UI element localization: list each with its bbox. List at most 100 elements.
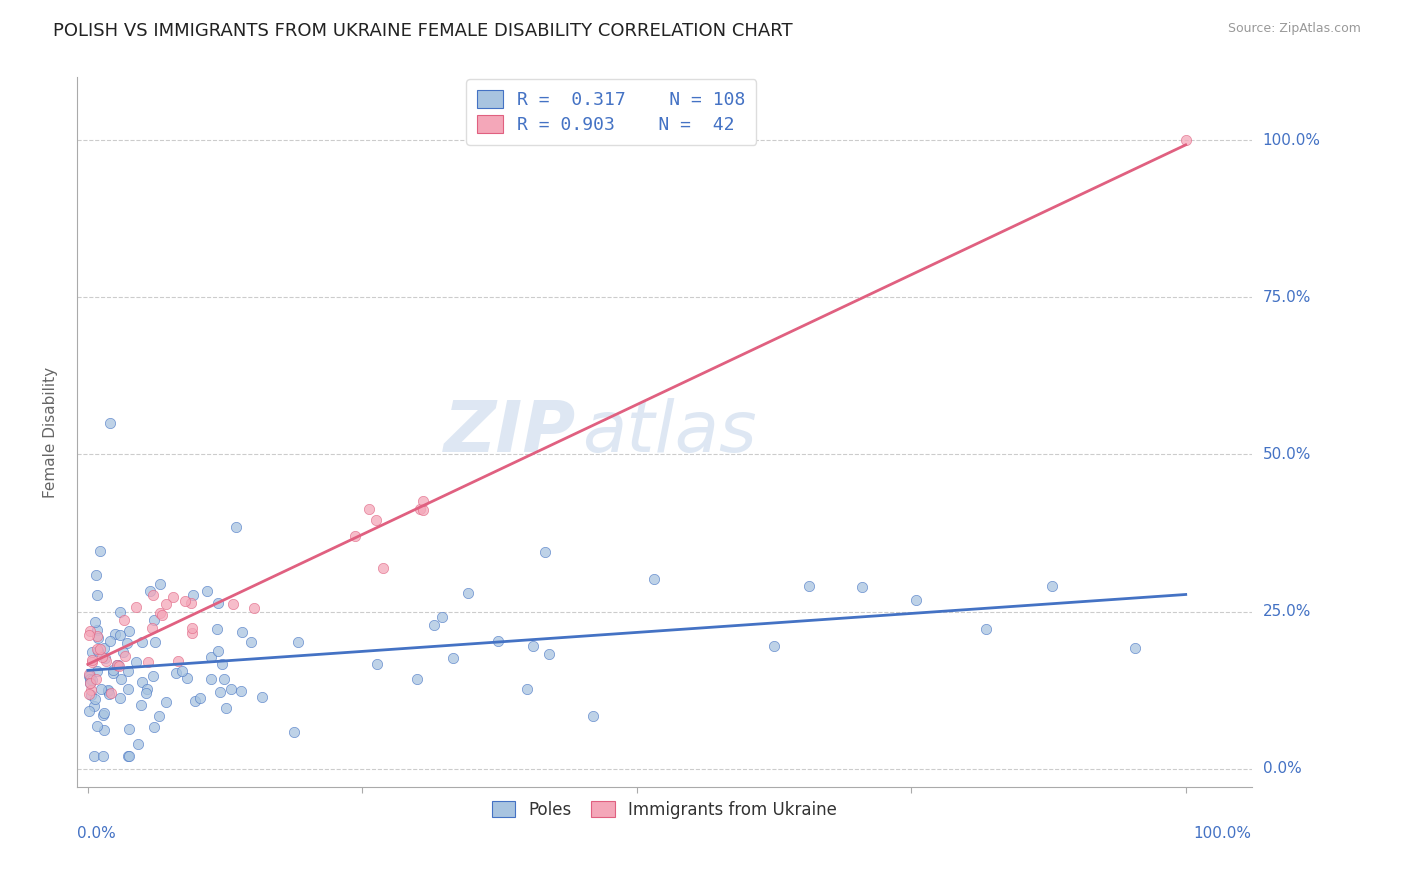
Point: [145, 635, 167, 649]
Text: 0.0%: 0.0%: [1263, 761, 1302, 776]
Point: [84, 672, 107, 686]
Point: [366, 657, 388, 671]
Text: 25.0%: 25.0%: [1263, 604, 1310, 619]
Point: [110, 672, 132, 686]
Point: [93, 723, 115, 738]
Point: [79, 705, 101, 719]
Point: [1174, 133, 1197, 147]
Point: [534, 545, 557, 559]
Point: [112, 613, 135, 627]
Point: [80, 653, 103, 667]
Point: [188, 690, 211, 705]
Point: [516, 681, 538, 696]
Point: [117, 636, 139, 650]
Point: [108, 606, 131, 620]
Point: [155, 695, 177, 709]
Point: [200, 672, 222, 686]
Point: [197, 583, 219, 598]
Point: [138, 655, 160, 669]
Point: [117, 681, 139, 696]
Point: [82, 645, 104, 659]
Point: [79, 676, 101, 690]
Point: [135, 686, 157, 700]
Point: [77, 668, 100, 682]
Text: 100.0%: 100.0%: [1263, 133, 1320, 148]
Point: [77, 628, 100, 642]
Point: [643, 572, 665, 586]
Point: [80, 673, 103, 687]
Point: [373, 560, 395, 574]
Point: [84, 568, 107, 582]
Point: [105, 657, 128, 672]
Text: POLISH VS IMMIGRANTS FROM UKRAINE FEMALE DISABILITY CORRELATION CHART: POLISH VS IMMIGRANTS FROM UKRAINE FEMALE…: [53, 22, 793, 40]
Point: [108, 628, 131, 642]
Point: [103, 666, 125, 681]
Point: [176, 671, 198, 685]
Point: [155, 597, 177, 611]
Point: [799, 579, 821, 593]
Point: [432, 610, 454, 624]
Point: [117, 749, 139, 764]
Point: [131, 634, 153, 648]
Point: [87, 631, 110, 645]
Point: [215, 700, 238, 714]
Point: [167, 655, 190, 669]
Point: [486, 634, 509, 648]
Point: [243, 601, 266, 615]
Text: 75.0%: 75.0%: [1263, 290, 1310, 305]
Point: [79, 682, 101, 697]
Point: [96, 654, 118, 668]
Point: [118, 749, 141, 764]
Point: [762, 639, 785, 653]
Point: [124, 655, 146, 669]
Point: [93, 706, 115, 720]
Point: [100, 685, 122, 699]
Y-axis label: Female Disability: Female Disability: [44, 367, 58, 498]
Point: [207, 644, 229, 658]
Point: [441, 650, 464, 665]
Point: [409, 502, 432, 516]
Point: [77, 687, 100, 701]
Point: [207, 622, 229, 636]
Point: [208, 685, 231, 699]
Point: [181, 626, 204, 640]
Point: [91, 708, 114, 723]
Point: [84, 692, 107, 706]
Point: [162, 590, 184, 604]
Point: [118, 723, 141, 737]
Point: [149, 606, 172, 620]
Point: [974, 623, 997, 637]
Point: [366, 513, 388, 527]
Point: [904, 593, 927, 607]
Point: [105, 658, 128, 673]
Point: [104, 627, 127, 641]
Point: [207, 596, 229, 610]
Point: [142, 613, 165, 627]
Point: [343, 529, 366, 543]
Point: [86, 718, 108, 732]
Point: [148, 708, 170, 723]
Point: [225, 520, 247, 534]
Point: [86, 588, 108, 602]
Point: [80, 655, 103, 669]
Point: [79, 624, 101, 639]
Point: [86, 664, 108, 678]
Point: [124, 600, 146, 615]
Point: [97, 687, 120, 701]
Point: [200, 650, 222, 665]
Point: [1040, 579, 1063, 593]
Point: [141, 621, 163, 635]
Point: [101, 663, 124, 677]
Point: [851, 580, 873, 594]
Text: 50.0%: 50.0%: [1263, 447, 1310, 462]
Point: [97, 682, 120, 697]
Point: [359, 502, 381, 516]
Point: [86, 643, 108, 657]
Point: [135, 682, 157, 697]
Point: [173, 594, 195, 608]
Point: [114, 648, 136, 663]
Point: [405, 672, 427, 686]
Point: [252, 690, 274, 704]
Point: [97, 683, 120, 698]
Point: [108, 659, 131, 673]
